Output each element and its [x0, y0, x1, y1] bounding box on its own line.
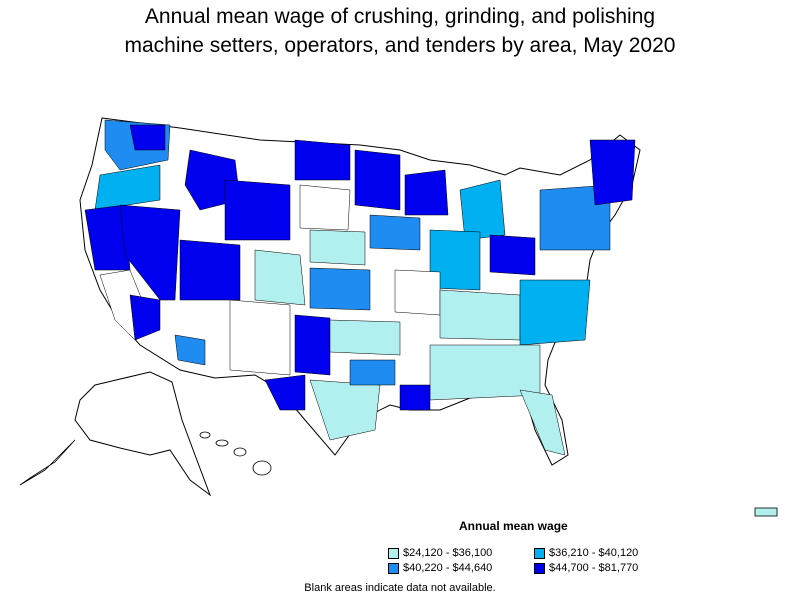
- legend-label-3: $40,220 - $44,640: [403, 562, 493, 574]
- legend-item-3: $40,220 - $44,640: [388, 562, 492, 574]
- region-kentucky-tennessee: [439, 289, 521, 341]
- map-title-line2: machine setters, operators, and tenders …: [124, 34, 676, 57]
- region-arizona-west: [129, 294, 161, 341]
- region-pennsylvania-ny: [539, 184, 611, 251]
- map-title: Annual mean wage of crushing, grinding, …: [0, 2, 800, 60]
- region-michigan: [459, 179, 506, 241]
- puerto-rico: [754, 507, 778, 517]
- legend-swatch-1: [388, 547, 399, 559]
- region-colorado: [254, 249, 306, 306]
- legend-swatch-3: [388, 562, 399, 574]
- region-wyoming: [224, 179, 291, 241]
- region-kansas: [309, 267, 371, 311]
- region-wisconsin: [404, 169, 449, 216]
- region-ohio: [489, 234, 536, 276]
- region-east-texas: [349, 359, 396, 386]
- region-new-mexico: [229, 299, 291, 376]
- blank-areas-note: Blank areas indicate data not available.: [304, 582, 496, 594]
- region-south-dakota: [299, 184, 351, 231]
- legend-label-2: $36,210 - $40,120: [549, 547, 639, 559]
- region-illinois-indiana: [429, 229, 481, 291]
- region-virginia-carolinas: [519, 279, 591, 346]
- region-minnesota: [354, 149, 401, 211]
- region-north-dakota: [294, 139, 351, 181]
- region-missouri: [394, 269, 441, 316]
- alaska-peninsula: [19, 439, 76, 486]
- legend-swatch-2: [534, 547, 545, 559]
- region-louisiana: [399, 384, 431, 411]
- legend-item-4: $44,700 - $81,770: [534, 562, 638, 574]
- alaska-outline: [74, 371, 212, 497]
- region-oklahoma: [329, 319, 401, 356]
- region-utah: [179, 239, 241, 301]
- map-title-line1: Annual mean wage of crushing, grinding, …: [144, 5, 656, 28]
- legend-title: Annual mean wage: [459, 519, 568, 533]
- region-iowa: [369, 214, 421, 251]
- region-texas-west: [264, 374, 306, 411]
- legend-label-4: $44,700 - $81,770: [549, 562, 639, 574]
- region-arizona-south: [174, 334, 206, 366]
- region-northwest-dark: [129, 124, 166, 151]
- region-florida: [519, 389, 566, 456]
- region-oregon: [94, 164, 161, 211]
- legend-label-1: $24,120 - $36,100: [403, 547, 493, 559]
- legend-item-1: $24,120 - $36,100: [388, 547, 492, 559]
- region-nevada: [119, 204, 181, 301]
- region-texas-panhandle: [294, 314, 331, 376]
- region-new-england: [589, 139, 636, 206]
- legend-swatch-4: [534, 562, 545, 574]
- legend-item-2: $36,210 - $40,120: [534, 547, 638, 559]
- region-nebraska: [309, 229, 366, 266]
- hawaii-islands: [199, 431, 272, 476]
